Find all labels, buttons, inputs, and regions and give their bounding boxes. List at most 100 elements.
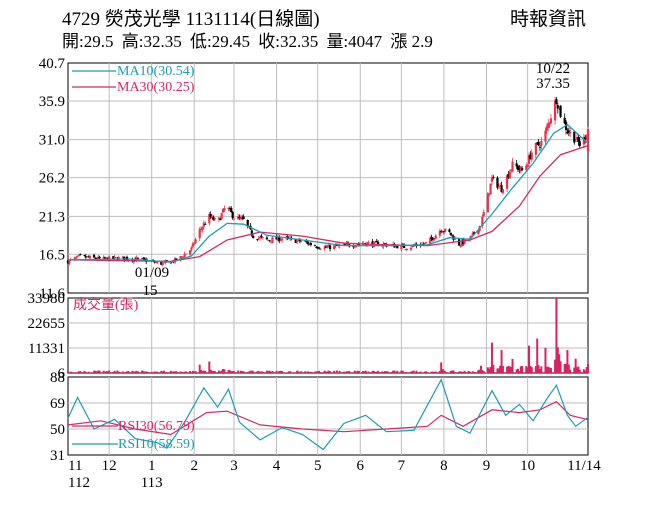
volume-bar [201,370,204,373]
candle-body [156,261,159,264]
volume-bar [372,371,375,373]
volume-bar [261,371,264,373]
volume-bar [324,371,327,373]
volume-bar [345,371,348,373]
candle-body [66,260,70,264]
volume-bar [574,358,577,373]
volume-bar [490,342,493,373]
candle-body [75,257,78,259]
candle-body [578,141,581,146]
volume-bar [348,371,351,373]
volume-bar [165,371,168,373]
volume-bar [500,350,503,373]
volume-bar [202,370,205,373]
source-label: 時報資訊 [510,9,587,30]
candle-body [231,211,234,219]
low-value-annotation: 15 [143,283,158,299]
candle-body [375,240,378,243]
volume-bar [496,368,499,373]
volume-bar [438,371,441,373]
candle-body [275,236,278,240]
volume-bar [478,369,481,373]
volume-bar [319,372,322,373]
volume-bar [242,371,245,373]
candle-body [83,255,86,256]
volume-bar [415,370,418,373]
candle-body [507,174,510,178]
candle-body [499,185,502,187]
volume-bar [112,371,115,373]
price-tick-label: 31.0 [39,133,65,149]
candle-body [123,256,126,261]
candle-body [140,258,144,259]
candle-body [566,132,569,133]
volume-bar [460,371,463,373]
candle-body [486,193,489,213]
candle-body [511,161,514,172]
candle-body [457,239,461,246]
volume-bar [191,370,194,373]
volume-bar [249,370,252,373]
candle-body [448,229,451,232]
volume-bar [88,372,91,373]
volume-bar [213,370,216,373]
volume-bar [452,370,455,373]
volume-bar [429,372,432,373]
change-value: 漲 2.9 [390,32,433,51]
volume-tick-label: 6 [58,366,66,382]
candle-body [584,136,587,140]
volume-bar [534,366,537,373]
volume-bar [565,363,568,373]
candle-body [585,135,588,139]
volume-bar [200,370,203,373]
volume-bar [352,372,355,373]
candle-body [490,177,494,182]
candle-body [444,228,447,232]
candle-body [559,105,562,117]
volume-bar [366,372,369,373]
candle-body [536,142,539,144]
candle-body [344,243,347,245]
candle-body [143,258,146,260]
volume-bar [326,371,329,373]
low-date-annotation: 01/09 [135,265,169,281]
candle-body [190,247,193,250]
volume-bar [69,371,72,373]
candle-body [396,245,399,249]
candle-body [470,235,473,238]
candle-body [84,256,87,258]
volume-bar [83,370,86,373]
volume-bar [489,366,492,373]
volume-bar [573,367,576,373]
volume-bar [499,365,502,373]
x-tick-label: 7 [398,458,406,474]
volume-bar [300,371,303,373]
candle-body [567,130,570,133]
candle-body [577,137,580,143]
candle-body [328,245,332,250]
candle-body [169,262,173,264]
volume-bar [161,371,164,373]
volume-bar [537,365,540,373]
volume-bar [233,371,236,373]
volume-bar [462,372,465,373]
volume-bar [334,372,337,373]
candle-body [442,231,446,233]
candle-body [403,244,406,248]
rsi-tick-label: 50 [50,422,65,438]
candle-body [210,216,214,218]
volume-bar [342,371,345,373]
volume-bar [123,372,126,373]
volume-bar [239,370,242,373]
candle-body [563,117,566,124]
candle-body [212,217,215,221]
volume-bar [175,371,178,373]
volume-bar [135,370,138,373]
candle-body [308,243,311,246]
candle-body [525,165,528,170]
volume-bar [559,361,562,373]
candle-body [471,233,474,236]
volume-bar [227,369,230,373]
candle-body [162,261,166,263]
candle-body [409,247,413,250]
